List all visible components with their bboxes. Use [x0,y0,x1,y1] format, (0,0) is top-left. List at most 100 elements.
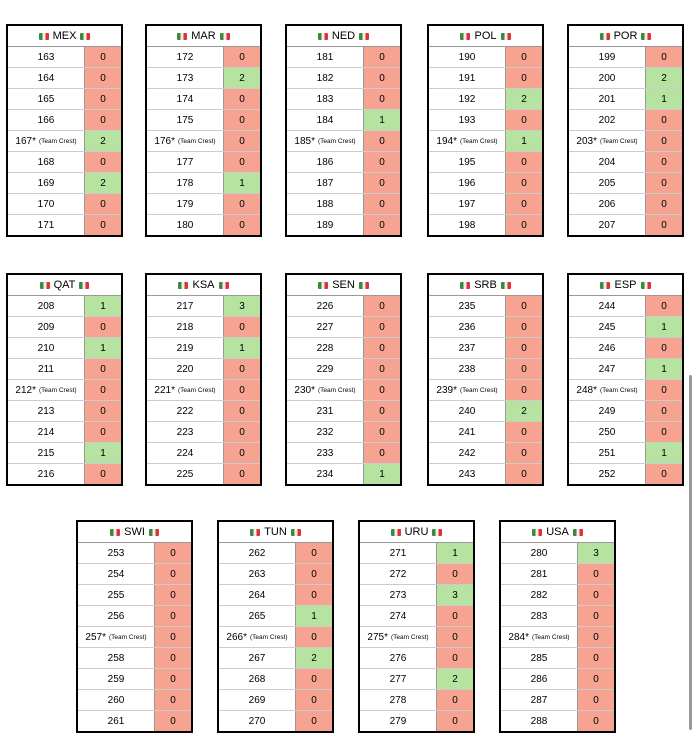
sticker-number: 185* (Team Crest) [287,131,364,151]
team-table: NED 181 0 182 0 183 0 184 1 185* (Team Crest) 0 186 0… [285,24,402,237]
sticker-number: 262 [219,543,296,563]
sticker-number: 281 [501,564,578,584]
sticker-row: 203* (Team Crest) 0 [569,131,682,152]
sticker-row: 168 0 [8,152,121,173]
sticker-count: 0 [364,131,400,151]
number-text: 245 [598,321,616,333]
number-text: 246 [598,342,616,354]
sticker-row: 286 0 [501,669,614,690]
sticker-number: 241 [429,422,506,442]
sticker-count: 1 [85,443,121,463]
sticker-row: 238 0 [429,359,542,380]
number-text: 253 [107,547,125,559]
sticker-row: 196 0 [429,173,542,194]
sticker-number: 236 [429,317,506,337]
number-text: 168 [37,156,55,168]
sticker-count: 0 [224,359,260,379]
number-text: 276 [389,652,407,664]
sticker-count: 1 [85,338,121,358]
sticker-row: 190 0 [429,47,542,68]
sticker-count: 0 [85,317,121,337]
sticker-row: 180 0 [147,215,260,235]
number-text: 169 [37,177,55,189]
sticker-number: 177 [147,152,224,172]
number-text: 203* [576,135,597,147]
sticker-number: 186 [287,152,364,172]
sticker-number: 181 [287,47,364,67]
number-text: 262 [248,547,266,559]
sticker-count: 0 [437,648,473,668]
number-text: 235 [458,300,476,312]
number-text: 201 [598,93,616,105]
sticker-count: 0 [85,152,121,172]
sticker-count: 0 [364,47,400,67]
number-text: 209 [37,321,55,333]
number-text: 287 [530,694,548,706]
sticker-count: 0 [506,464,542,484]
number-text: 192 [458,93,476,105]
sticker-count: 1 [646,443,682,463]
sticker-count: 0 [506,380,542,400]
scrollbar[interactable] [689,375,692,730]
sticker-number: 180 [147,215,224,235]
sticker-count: 3 [437,585,473,605]
sticker-row: 182 0 [287,68,400,89]
number-text: 167* [15,135,36,147]
sticker-number: 263 [219,564,296,584]
flag-icon [38,32,49,40]
sticker-row: 232 0 [287,422,400,443]
number-text: 267 [248,652,266,664]
sticker-row: 254 0 [78,564,191,585]
sticker-row: 187 0 [287,173,400,194]
sticker-number: 202 [569,110,646,130]
team-table: URU 271 1 272 0 273 3 274 0 275* (Team Crest) 0 276 0… [358,520,475,733]
team-name: MAR [191,30,216,42]
sticker-number: 175 [147,110,224,130]
sticker-count: 0 [224,317,260,337]
sticker-count: 0 [578,564,614,584]
flag-icon [600,281,611,289]
number-text: 197 [458,198,476,210]
crest-note: (Team Crest) [178,137,216,145]
sticker-count: 2 [85,173,121,193]
sticker-row: 227 0 [287,317,400,338]
sticker-row: 244 0 [569,296,682,317]
sticker-number: 283 [501,606,578,626]
sticker-row: 179 0 [147,194,260,215]
number-text: 242 [458,447,476,459]
flag-icon [572,528,583,536]
sticker-number: 171 [8,215,85,235]
sticker-number: 176* (Team Crest) [147,131,224,151]
sticker-row: 241 0 [429,422,542,443]
sticker-number: 254 [78,564,155,584]
sticker-row: 278 0 [360,690,473,711]
sticker-number: 246 [569,338,646,358]
sticker-number: 215 [8,443,85,463]
number-text: 196 [458,177,476,189]
sticker-count: 0 [85,194,121,214]
sticker-count: 2 [437,669,473,689]
sticker-count: 1 [224,173,260,193]
number-text: 232 [316,426,334,438]
sticker-row: 207 0 [569,215,682,235]
sticker-number: 195 [429,152,506,172]
sticker-count: 0 [506,152,542,172]
sticker-row: 222 0 [147,401,260,422]
team-header: KSA [147,275,260,296]
sticker-row: 225 0 [147,464,260,484]
sticker-number: 206 [569,194,646,214]
team-name: SWI [124,526,145,538]
sticker-number: 279 [360,711,437,731]
sticker-row: 171 0 [8,215,121,235]
sticker-number: 282 [501,585,578,605]
number-text: 280 [530,547,548,559]
sticker-count: 0 [578,585,614,605]
sticker-number: 243 [429,464,506,484]
sticker-number: 191 [429,68,506,88]
number-text: 198 [458,219,476,231]
sticker-count: 0 [224,422,260,442]
number-text: 224 [176,447,194,459]
team-header: NED [287,26,400,47]
number-text: 233 [316,447,334,459]
sticker-number: 229 [287,359,364,379]
